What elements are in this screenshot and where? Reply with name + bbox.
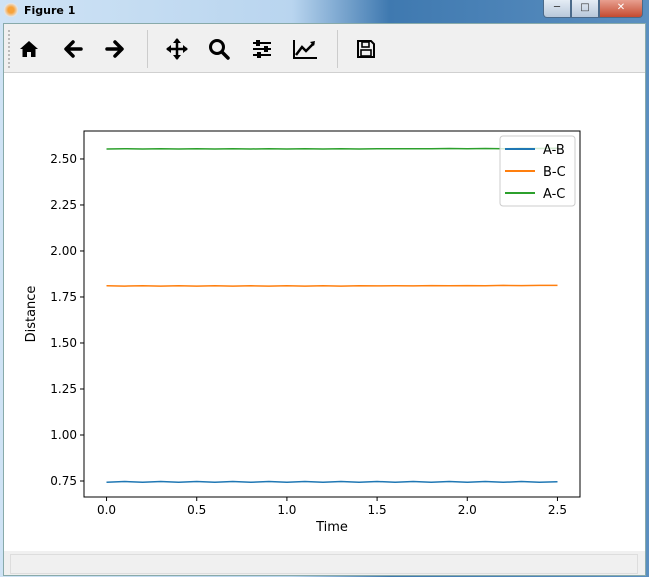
y-tick-label: 2.50 xyxy=(50,152,77,166)
forward-arrow-icon xyxy=(105,40,124,58)
zoom-button[interactable] xyxy=(204,34,234,64)
title-bar[interactable]: Figure 1 ─ □ ✕ xyxy=(0,0,649,22)
close-button[interactable]: ✕ xyxy=(599,0,643,18)
forward-button[interactable] xyxy=(100,34,130,64)
minimize-button[interactable]: ─ xyxy=(543,0,571,18)
zoom-icon xyxy=(209,39,230,60)
pan-button[interactable] xyxy=(162,34,192,64)
line-chart[interactable]: 0.0 0.5 1.0 1.5 2.0 2.5 0.75 1.00 1.25 1.50 1.75 2.… xyxy=(4,73,645,551)
y-tick-label: 1.25 xyxy=(50,382,77,396)
legend-label: B-C xyxy=(543,165,566,180)
legend xyxy=(499,135,576,207)
legend-label: A-B xyxy=(543,143,565,158)
toolbar-separator xyxy=(147,30,148,68)
configure-subplots-icon xyxy=(253,40,271,58)
x-axis-label: Time xyxy=(315,520,348,535)
x-tick-label: 1.0 xyxy=(277,503,296,517)
home-button[interactable] xyxy=(14,34,44,64)
pan-icon xyxy=(166,38,188,60)
maximize-button[interactable]: □ xyxy=(571,0,599,18)
series-line-a-c xyxy=(106,147,558,150)
x-tick-label: 1.5 xyxy=(368,503,387,517)
plot-frame xyxy=(83,130,581,498)
y-tick-label: 2.25 xyxy=(50,198,77,212)
y-tick-label: 1.75 xyxy=(50,290,77,304)
status-bar xyxy=(4,551,645,575)
edit-axis-icon xyxy=(293,40,317,59)
home-icon xyxy=(20,41,38,57)
toolbar-grip[interactable] xyxy=(8,30,12,68)
x-tick-label: 2.0 xyxy=(458,503,477,517)
back-arrow-icon xyxy=(64,40,83,58)
legend-label: A-C xyxy=(543,187,565,202)
configure-subplots-button[interactable] xyxy=(247,34,277,64)
save-button[interactable] xyxy=(351,34,381,64)
y-tick-label: 0.75 xyxy=(50,474,77,488)
y-tick-label: 1.00 xyxy=(50,428,77,442)
y-tick-label: 2.00 xyxy=(50,244,77,258)
series-line-a-b xyxy=(106,480,558,484)
y-axis-label: Distance xyxy=(24,286,39,343)
edit-axis-button[interactable] xyxy=(290,34,320,64)
back-button[interactable] xyxy=(58,34,88,64)
x-tick-label: 0.0 xyxy=(97,503,116,517)
save-icon xyxy=(357,40,375,58)
toolbar xyxy=(4,24,645,73)
figure-canvas[interactable]: 0.0 0.5 1.0 1.5 2.0 2.5 0.75 1.00 1.25 1.50 1.75 2.… xyxy=(4,73,645,551)
series-line-b-c xyxy=(106,284,558,287)
x-tick-label: 2.5 xyxy=(548,503,567,517)
window-title: Figure 1 xyxy=(24,4,76,17)
x-tick-label: 0.5 xyxy=(187,503,206,517)
app-icon xyxy=(4,3,18,17)
y-tick-label: 1.50 xyxy=(50,336,77,350)
window-client: 0.0 0.5 1.0 1.5 2.0 2.5 0.75 1.00 1.25 1.50 1.75 2.… xyxy=(3,23,646,576)
toolbar-separator xyxy=(337,30,338,68)
